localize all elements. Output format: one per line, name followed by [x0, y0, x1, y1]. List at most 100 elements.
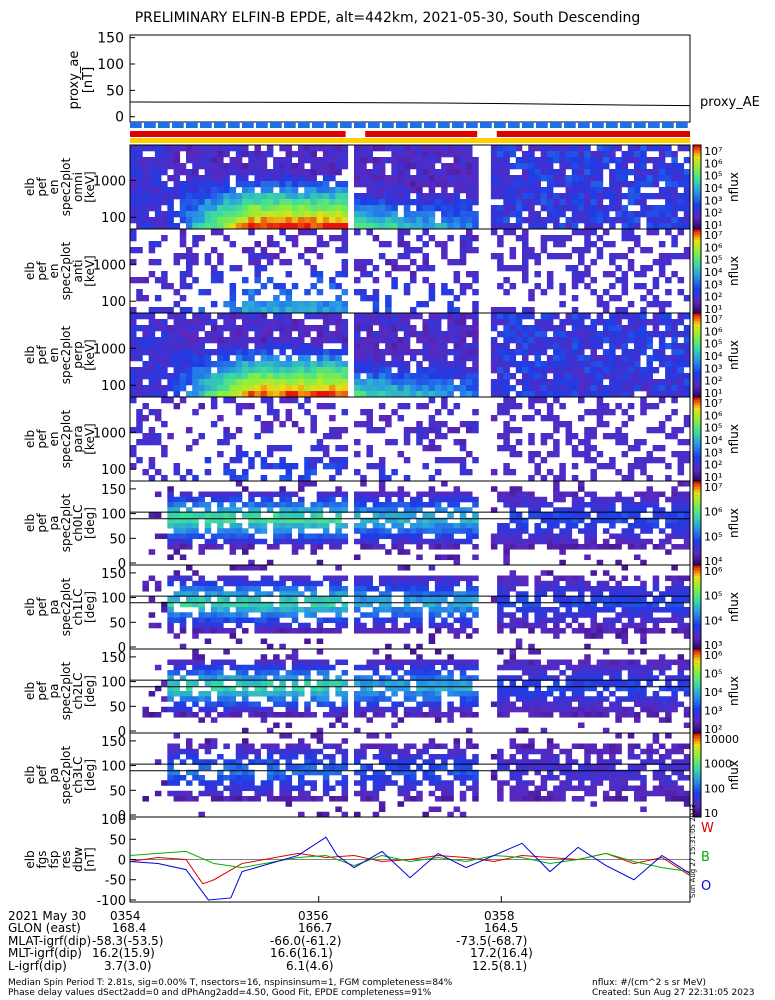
- spec-cell: [397, 319, 405, 326]
- spec-cell: [210, 586, 218, 592]
- spec-cell: [522, 544, 529, 550]
- spec-cell: [354, 451, 361, 458]
- spec-cell: [665, 415, 672, 422]
- spec-cell: [590, 385, 597, 392]
- spec-cell: [192, 670, 199, 676]
- spec-cell: [279, 512, 286, 519]
- spec-cell: [609, 379, 616, 386]
- spec-cell: [173, 549, 181, 555]
- spec-cell: [397, 349, 405, 356]
- spec-cell: [285, 496, 293, 503]
- spec-cell: [210, 301, 218, 308]
- spec-cell: [192, 373, 199, 380]
- spec-cell: [472, 544, 479, 550]
- spec-cell: [279, 349, 286, 356]
- spec-cell: [179, 163, 187, 170]
- spec-cell: [316, 391, 324, 398]
- spec-cell: [559, 193, 566, 200]
- spec-cell: [665, 325, 672, 332]
- spec-cell: [515, 211, 523, 218]
- spec-cell: [229, 659, 237, 666]
- spec-cell: [266, 151, 274, 158]
- spec-cell: [540, 151, 548, 158]
- spec-cell: [322, 337, 330, 344]
- spec-cell: [584, 187, 591, 194]
- spec-cell: [173, 680, 181, 687]
- spec-cell: [497, 403, 504, 410]
- colorbar-cell: [693, 167, 701, 171]
- spec-cell: [615, 205, 622, 212]
- spec-cell: [683, 451, 691, 458]
- spec-cell: [341, 533, 349, 540]
- spec-cell: [378, 463, 386, 470]
- spec-cell: [671, 241, 678, 248]
- spec-cell: [528, 175, 535, 182]
- spec-cell: [416, 313, 423, 320]
- spec-cell: [646, 538, 653, 545]
- spec-cell: [515, 235, 523, 242]
- spec-cell: [179, 622, 187, 629]
- spec-cell: [627, 187, 635, 194]
- spec-cell: [161, 475, 168, 482]
- spec-cell: [242, 361, 249, 368]
- spec-cell: [609, 373, 616, 380]
- spec-cell: [403, 205, 411, 212]
- spec-cell: [186, 528, 193, 534]
- spec-cell: [397, 451, 405, 458]
- spec-cell: [223, 145, 230, 152]
- spec-cell: [453, 507, 461, 513]
- spec-cell: [285, 361, 293, 368]
- spec-cell: [646, 628, 653, 634]
- spec-cell: [584, 457, 591, 464]
- spec-cell: [167, 523, 174, 529]
- spec-cell: [441, 607, 448, 613]
- spec-cell: [509, 265, 517, 272]
- spec-cell: [640, 463, 647, 470]
- spec-cell: [434, 523, 442, 529]
- colorbar-cell: [693, 637, 701, 642]
- spec-cell: [285, 337, 293, 344]
- spec-cell: [590, 427, 597, 434]
- spec-cell: [136, 373, 143, 380]
- colorbar-cell: [693, 397, 701, 401]
- spec-cell: [179, 397, 187, 404]
- spec-cell: [248, 596, 255, 603]
- spec-cell: [497, 319, 504, 326]
- spec-cell: [596, 403, 604, 410]
- colorbar-tick-label: 10⁶: [704, 409, 723, 422]
- spec-cell: [565, 223, 573, 230]
- spec-cell: [335, 199, 342, 206]
- spec-cell: [179, 229, 187, 236]
- spec-cell: [142, 175, 149, 182]
- colorbar-cell: [693, 189, 701, 194]
- spec-cell: [136, 457, 143, 464]
- spec-cell: [298, 367, 305, 374]
- spec-cell: [397, 235, 405, 242]
- spec-cell: [540, 313, 548, 320]
- spec-cell: [298, 337, 305, 344]
- spec-cell: [198, 670, 205, 676]
- spec-cell: [372, 277, 380, 284]
- spec-cell: [621, 433, 629, 440]
- spec-cell: [652, 259, 660, 266]
- colorbar-cell: [693, 461, 701, 465]
- spec-cell: [428, 445, 436, 452]
- spec-cell: [403, 283, 411, 290]
- spec-cell: [447, 457, 454, 464]
- spec-cell: [658, 169, 666, 176]
- colorbar-cell: [693, 607, 701, 611]
- spec-cell: [279, 223, 286, 230]
- spec-cell: [173, 617, 181, 624]
- colorbar-cell: [693, 559, 701, 563]
- spec-cell: [528, 415, 535, 422]
- spec-cell: [441, 223, 448, 230]
- spec-cell: [671, 151, 678, 158]
- spec-cell: [671, 533, 678, 540]
- spec-cell: [130, 391, 137, 398]
- spec-cell: [154, 337, 162, 344]
- spec-cell: [627, 151, 635, 158]
- spec-cell: [453, 361, 461, 368]
- spec-cell: [130, 163, 137, 170]
- spec-cell: [316, 638, 324, 645]
- spec-cell: [291, 512, 299, 519]
